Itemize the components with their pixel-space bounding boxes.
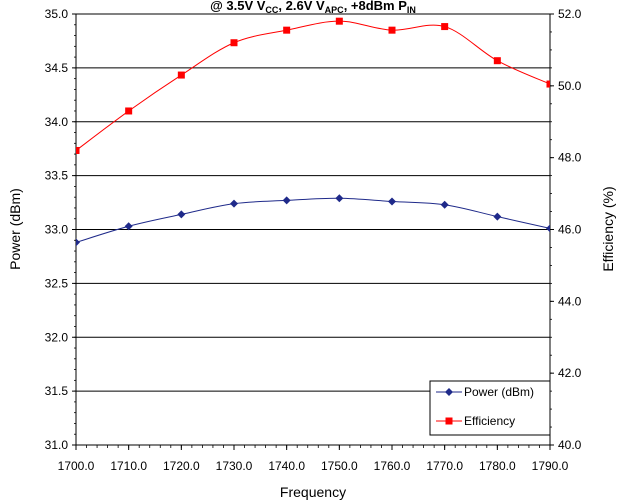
y-left-tick-label: 32.0 bbox=[45, 330, 69, 344]
y-right-tick-label: 48.0 bbox=[558, 151, 582, 165]
legend-efficiency-marker bbox=[445, 417, 453, 425]
series-line-efficiency bbox=[76, 20, 550, 151]
power-point bbox=[282, 196, 291, 205]
y-right-axis-label: Efficiency (%) bbox=[600, 186, 616, 271]
efficiency-point bbox=[388, 26, 396, 34]
series-line-power bbox=[76, 197, 550, 243]
power-point bbox=[335, 194, 344, 203]
x-tick-labels: 1700.0 1710.0 1720.0 1730.0 1740.0 1750.0 1760… bbox=[58, 459, 569, 473]
y-left-tick-labels: 31.0 31.5 32.0 32.5 33.0 33.5 34.0 34.5 35.0 bbox=[45, 7, 69, 452]
efficiency-point bbox=[283, 26, 291, 34]
x-tick-label: 1750.0 bbox=[321, 459, 358, 473]
y-right-tick-label: 42.0 bbox=[558, 366, 582, 380]
y-left-tick-label: 35.0 bbox=[45, 7, 69, 21]
y-left-axis-label: Power (dBm) bbox=[7, 188, 23, 270]
power-point bbox=[230, 199, 238, 208]
y-right-tick-labels: 40.0 42.0 44.0 46.0 48.0 50.0 52.0 bbox=[558, 7, 582, 452]
y-left-tick-label: 33.5 bbox=[45, 169, 69, 183]
efficiency-point bbox=[76, 146, 80, 154]
x-axis-label: Frequency bbox=[280, 484, 346, 500]
power-point bbox=[546, 224, 550, 233]
y-right-tick-label: 52.0 bbox=[558, 7, 582, 21]
y-left-tick-label: 33.0 bbox=[45, 223, 69, 237]
y-left-tick-label: 31.0 bbox=[45, 438, 69, 452]
legend-power-marker bbox=[445, 388, 453, 396]
y-left-tick-label: 34.0 bbox=[45, 115, 69, 129]
x-tick-label: 1700.0 bbox=[58, 459, 95, 473]
gridlines bbox=[76, 67, 550, 392]
x-tick-label: 1760.0 bbox=[374, 459, 411, 473]
legend: Power (dBm) Efficiency bbox=[429, 380, 551, 436]
efficiency-point bbox=[177, 71, 185, 79]
efficiency-point bbox=[335, 17, 343, 25]
y-left-tick-label: 34.5 bbox=[45, 61, 69, 75]
power-point bbox=[177, 210, 186, 219]
power-point bbox=[76, 238, 80, 247]
y-left-tick-label: 32.5 bbox=[45, 276, 69, 290]
series-group bbox=[76, 17, 550, 247]
efficiency-point bbox=[546, 80, 550, 88]
x-tick-label: 1780.0 bbox=[479, 459, 516, 473]
chart-title: @ 3.5V VCC, 2.6V VAPC, +8dBm PIN bbox=[210, 0, 416, 15]
power-point bbox=[124, 222, 133, 231]
power-point bbox=[493, 212, 502, 221]
power-point bbox=[440, 200, 449, 209]
y-right-tick-label: 50.0 bbox=[558, 79, 582, 93]
x-tick-label: 1770.0 bbox=[426, 459, 463, 473]
x-tick-label: 1710.0 bbox=[110, 459, 147, 473]
efficiency-point bbox=[441, 23, 449, 31]
efficiency-point bbox=[230, 39, 238, 47]
legend-power-label: Power (dBm) bbox=[464, 385, 534, 399]
axis-ticks bbox=[72, 13, 554, 450]
x-tick-label: 1720.0 bbox=[163, 459, 200, 473]
efficiency-point bbox=[493, 57, 501, 65]
y-right-tick-label: 46.0 bbox=[558, 223, 582, 237]
y-right-tick-label: 44.0 bbox=[558, 294, 582, 308]
x-tick-label: 1730.0 bbox=[216, 459, 253, 473]
x-tick-label: 1740.0 bbox=[268, 459, 305, 473]
y-left-tick-label: 31.5 bbox=[45, 384, 69, 398]
efficiency-point bbox=[125, 107, 133, 115]
power-point bbox=[388, 197, 396, 206]
x-tick-label: 1790.0 bbox=[532, 459, 569, 473]
y-right-tick-label: 40.0 bbox=[558, 438, 582, 452]
legend-efficiency-label: Efficiency bbox=[464, 414, 515, 428]
